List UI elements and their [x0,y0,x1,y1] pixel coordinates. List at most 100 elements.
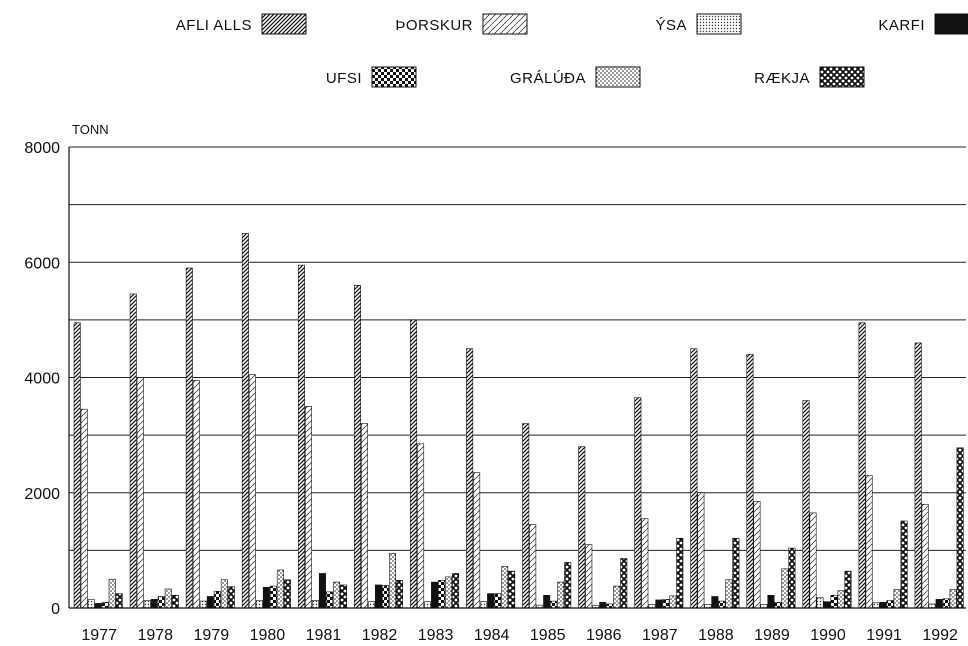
bar-ysa-1991 [872,602,880,609]
bar-raekja-1977 [115,593,123,609]
x-tick-label: 1978 [137,627,173,644]
bar-afli-alls-1977 [73,322,81,609]
x-tick-label: 1977 [81,627,117,644]
bar-raekja-1982 [396,580,404,609]
bar-afli-alls-1983 [410,319,418,609]
bar-ysa-1984 [480,601,488,609]
bar-ysa-1982 [368,601,376,609]
bar-karfi-1981 [318,573,326,609]
y-tick-label: 6000 [24,255,60,272]
y-tick-label: 8000 [24,140,60,157]
x-tick-label: 1989 [754,627,790,644]
bar-thorskur-1981 [304,406,312,609]
legend-swatch-graluda [595,66,641,88]
bars [73,233,964,609]
bar-karfi-1982 [375,584,383,609]
bar-afli-alls-1978 [129,293,137,609]
bar-ysa-1983 [424,601,432,609]
legend-label-raekja: RÆKJA [754,70,810,87]
x-tick-label: 1984 [474,627,510,644]
bar-afli-alls-1987 [634,397,642,609]
bar-afli-alls-1982 [354,284,362,609]
legend-label-afli-alls: AFLI ALLS [176,17,252,34]
bar-afli-alls-1991 [858,322,866,609]
bar-ufsi-1991 [886,600,894,609]
bar-graluda-1982 [389,552,397,609]
bar-ufsi-1978 [157,596,165,609]
x-tick-label: 1991 [866,627,902,644]
y-axis-unit-label: TONN [72,122,109,137]
bar-ufsi-1982 [382,585,390,609]
legend-swatch-ufsi [371,66,417,88]
bar-raekja-1984 [508,570,516,609]
bar-raekja-1981 [339,584,347,609]
bar-karfi-1977 [94,603,102,609]
bar-raekja-1990 [844,570,852,609]
bar-graluda-1979 [220,579,228,609]
bar-raekja-1979 [227,586,235,609]
x-tick-label: 1981 [306,627,342,644]
bar-ufsi-1977 [101,601,109,609]
bar-afli-alls-1990 [802,400,810,609]
legend-label-ufsi: UFSI [326,70,362,87]
bar-karfi-1992 [935,599,943,609]
bar-graluda-1987 [669,595,677,609]
bar-raekja-1986 [620,558,628,609]
bar-ufsi-1987 [662,599,670,609]
bar-karfi-1980 [262,586,270,609]
x-tick-label: 1983 [418,627,454,644]
bar-raekja-1983 [452,573,460,609]
bar-afli-alls-1979 [185,267,193,609]
bar-raekja-1988 [732,537,740,609]
bar-ufsi-1988 [718,600,726,609]
bar-afli-alls-1985 [522,423,530,609]
bar-ufsi-1980 [269,585,277,609]
bar-karfi-1983 [431,581,439,609]
legend-label-graluda: GRÁLÚÐA [510,70,586,87]
x-tick-label: 1990 [810,627,846,644]
x-tick-label: 1987 [642,627,678,644]
bar-afli-alls-1984 [466,348,474,609]
bar-graluda-1986 [613,585,621,609]
bar-karfi-1990 [823,601,831,609]
legend-swatch-ysa [696,13,742,35]
bar-graluda-1980 [276,569,284,609]
bar-graluda-1977 [108,578,116,609]
bar-afli-alls-1992 [914,342,922,609]
bar-afli-alls-1989 [746,354,754,609]
bar-thorskur-1990 [809,512,817,609]
bar-thorskur-1988 [697,492,705,609]
bar-ufsi-1985 [550,600,558,609]
bar-thorskur-1983 [417,443,425,609]
bar-graluda-1991 [893,589,901,609]
bar-thorskur-1978 [136,377,144,609]
bar-thorskur-1985 [529,524,537,609]
bar-graluda-1992 [949,589,957,609]
bar-karfi-1985 [543,595,551,609]
legend-label-thorskur: ÞORSKUR [395,17,473,34]
bar-karfi-1991 [879,601,887,609]
bar-graluda-1983 [445,576,453,609]
legend-swatch-afli-alls [261,13,307,35]
bar-thorskur-1982 [361,423,369,609]
bar-thorskur-1991 [865,475,873,609]
bar-karfi-1978 [150,599,158,609]
bar-ysa-1981 [311,600,319,609]
bar-graluda-1984 [501,566,509,609]
legend: AFLI ALLS ÞORSKUR ÝSA KARFI UFSI GRÁLÚÐA RÆKJA [176,13,968,88]
x-tick-label: 1992 [922,627,958,644]
bar-ysa-1978 [143,600,151,609]
bar-graluda-1988 [725,579,733,609]
legend-swatch-karfi [934,13,968,35]
bar-ufsi-1992 [942,598,950,609]
bar-thorskur-1986 [585,544,593,609]
bar-karfi-1986 [599,601,607,609]
legend-swatch-thorskur [482,13,528,35]
x-tick-label: 1985 [530,627,566,644]
bar-ysa-1977 [87,599,95,609]
x-tick-label: 1988 [698,627,734,644]
bar-ufsi-1983 [438,580,446,609]
bar-raekja-1992 [956,447,964,609]
bar-afli-alls-1988 [690,348,698,609]
